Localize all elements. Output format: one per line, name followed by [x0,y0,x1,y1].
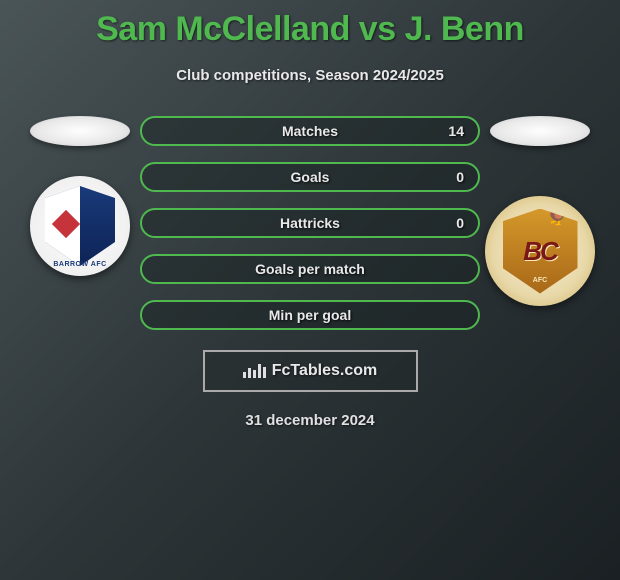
stat-label: Goals per match [255,261,365,277]
right-club-name: AFC [533,277,547,284]
stat-row-min-per-goal: Min per goal [140,300,480,330]
shield-icon: 🐓 BC AFC [503,209,578,294]
stat-value-right: 0 [456,169,464,185]
stat-value-right: 0 [456,215,464,231]
season-subtitle: Club competitions, Season 2024/2025 [0,67,620,84]
stats-column: Matches 14 Goals 0 Hattricks 0 Goals per… [140,116,480,330]
stat-row-matches: Matches 14 [140,116,480,146]
stat-label: Goals [291,169,330,185]
stat-label: Min per goal [269,307,351,323]
left-club-badge: BARROW AFC [30,176,130,276]
watermark: FcTables.com [203,350,418,392]
date: 31 december 2024 [0,412,620,429]
stat-value-right: 14 [448,123,464,139]
comparison-content: BARROW AFC Matches 14 Goals 0 Hattricks … [0,116,620,330]
stat-row-goals-per-match: Goals per match [140,254,480,284]
right-club-initials: BC [523,236,557,267]
comparison-title: Sam McClelland vs J. Benn [0,0,620,49]
watermark-text: FcTables.com [272,362,378,380]
stat-row-goals: Goals 0 [140,162,480,192]
stat-label: Hattricks [280,215,340,231]
stat-label: Matches [282,123,338,139]
left-player-avatar [30,116,130,146]
rooster-icon: 🐓 [545,201,572,227]
bar-chart-icon [243,364,266,378]
right-player-column: 🐓 BC AFC [480,116,600,306]
left-club-name: BARROW AFC [30,261,130,268]
left-player-column: BARROW AFC [20,116,140,276]
shield-icon [45,186,115,266]
stat-row-hattricks: Hattricks 0 [140,208,480,238]
right-club-badge: 🐓 BC AFC [485,196,595,306]
right-player-avatar [490,116,590,146]
